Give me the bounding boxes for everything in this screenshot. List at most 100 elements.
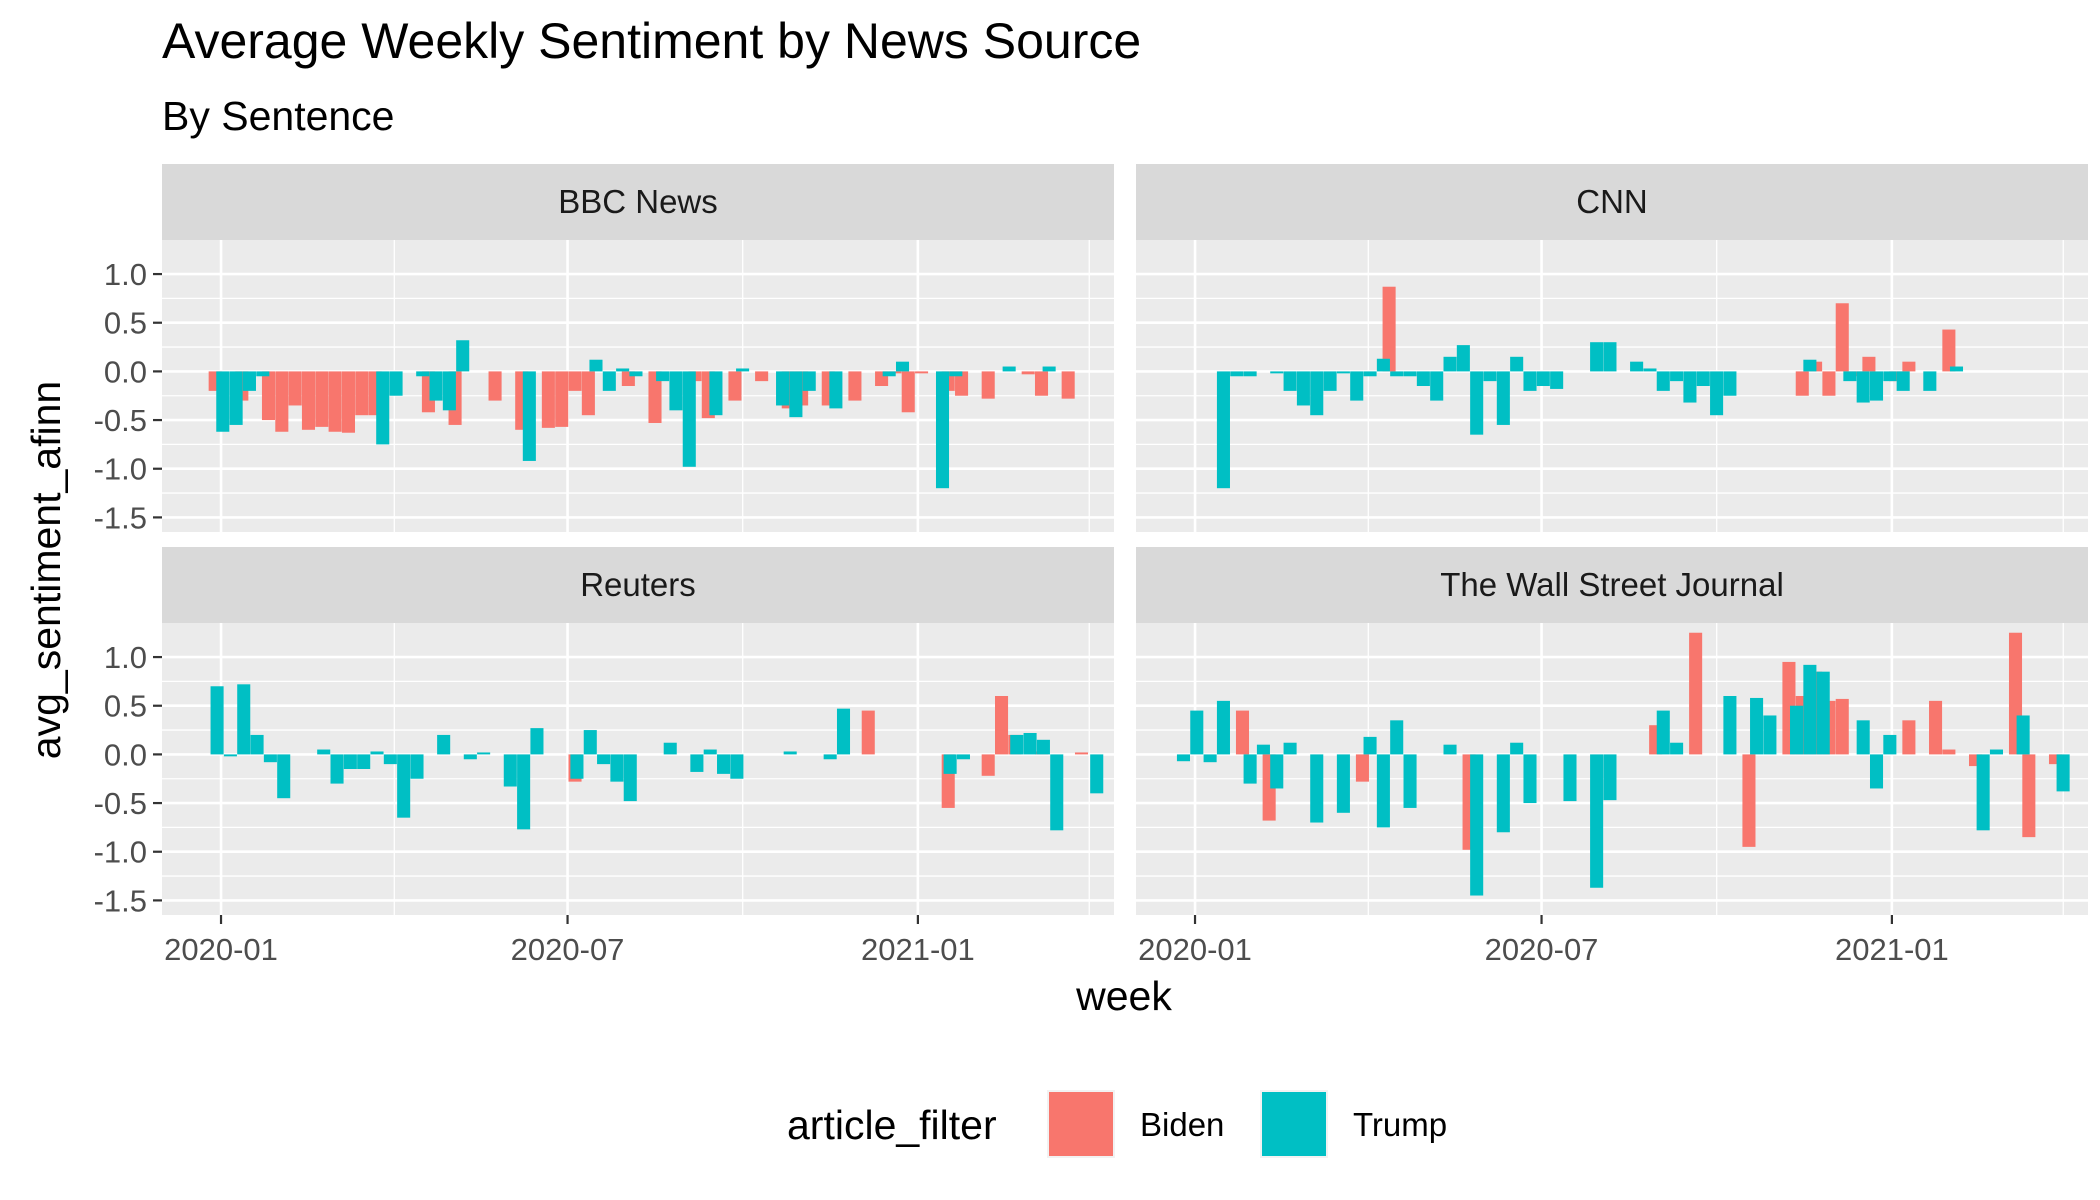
- bar-trump: [1216, 371, 1230, 489]
- bar-biden: [288, 371, 302, 406]
- facet-strip-label: CNN: [1576, 183, 1648, 220]
- bar-biden: [328, 371, 342, 432]
- facet-strip-label: Reuters: [580, 566, 696, 603]
- bar-trump: [829, 371, 843, 409]
- bar-biden: [1835, 698, 1849, 755]
- bar-trump: [456, 340, 470, 372]
- bar-biden: [1822, 371, 1836, 396]
- bar-trump: [1310, 754, 1324, 823]
- bar-trump: [1470, 754, 1484, 896]
- bar-trump: [1190, 710, 1204, 755]
- bar-trump: [1403, 754, 1417, 808]
- legend-label-biden: Biden: [1140, 1106, 1224, 1143]
- bar-trump: [1883, 734, 1897, 755]
- y-tick-label: 1.0: [104, 640, 147, 675]
- bar-trump: [397, 754, 411, 818]
- bar-trump: [1923, 371, 1937, 391]
- x-tick-label: 2020-07: [1485, 932, 1599, 967]
- bar-trump: [935, 371, 950, 489]
- bar-trump: [709, 371, 723, 416]
- bar-trump: [1896, 371, 1910, 391]
- bar-biden: [1795, 371, 1809, 396]
- bar-trump: [383, 754, 397, 765]
- bar-biden: [1355, 754, 1369, 782]
- bar-biden: [1902, 720, 1916, 755]
- bar-biden: [1742, 754, 1756, 847]
- bar-biden: [995, 696, 1009, 755]
- bar-biden: [915, 371, 929, 374]
- bar-trump: [1883, 371, 1897, 382]
- bar-trump: [1456, 345, 1470, 372]
- y-axis-title: avg_sentiment_afinn: [23, 381, 69, 759]
- bar-trump: [1803, 664, 1817, 755]
- bar-trump: [1843, 371, 1857, 382]
- chart-title: Average Weekly Sentiment by News Source: [162, 13, 1141, 69]
- bar-trump: [1376, 754, 1390, 828]
- bar-trump: [229, 371, 243, 425]
- bar-biden: [901, 371, 915, 413]
- bar-trump: [570, 754, 584, 779]
- bar-trump: [1270, 371, 1284, 374]
- bar-trump: [682, 371, 696, 467]
- facet-strip: [1136, 547, 2088, 623]
- bar-trump: [717, 754, 731, 774]
- facet-strip-label: The Wall Street Journal: [1440, 566, 1784, 603]
- bar-trump: [1949, 366, 1964, 372]
- bar-trump: [416, 371, 430, 377]
- bar-trump: [610, 754, 624, 782]
- bar-trump: [1510, 356, 1524, 372]
- bar-trump: [522, 371, 536, 461]
- bar-biden: [2022, 754, 2036, 838]
- facet-bbc-news: BBC News 1.0 0.5 0.0 -0.5 -1.0 -1.5: [94, 164, 1114, 535]
- facet-strip: [162, 547, 1114, 623]
- bar-trump: [389, 371, 403, 396]
- y-tick-label: 0.5: [104, 306, 147, 341]
- bar-biden: [1021, 371, 1035, 375]
- bar-trump: [1563, 754, 1577, 802]
- bar-biden: [1074, 752, 1089, 755]
- bar-biden: [1061, 371, 1075, 399]
- bar-trump: [656, 371, 670, 382]
- bar-trump: [410, 754, 424, 779]
- bar-biden: [1969, 754, 1983, 767]
- legend-title: article_filter: [787, 1102, 997, 1148]
- bar-trump: [437, 734, 451, 755]
- x-tick-label: 2020-07: [511, 932, 625, 967]
- bar-biden: [2048, 754, 2063, 765]
- bar-biden: [981, 754, 995, 776]
- bar-biden: [981, 371, 995, 399]
- y-tick-label: 1.0: [104, 257, 147, 292]
- bar-biden: [861, 710, 875, 755]
- bar-biden: [1835, 303, 1849, 372]
- bar-trump: [669, 371, 683, 411]
- bar-trump: [783, 751, 797, 755]
- y-tick-label: 0.0: [104, 354, 147, 389]
- y-tick-label: 0.5: [104, 689, 147, 724]
- bar-trump: [1590, 342, 1604, 372]
- bar-trump: [1763, 715, 1777, 755]
- bar-biden: [488, 371, 502, 401]
- x-tick-label: 2021-01: [1835, 932, 1949, 967]
- bar-trump: [210, 686, 224, 755]
- bar-biden: [1942, 329, 1956, 372]
- bar-trump: [703, 749, 717, 755]
- bar-trump: [1603, 342, 1617, 372]
- bar-trump: [216, 371, 230, 432]
- bar-trump: [1536, 371, 1550, 386]
- bar-trump: [882, 371, 896, 377]
- bar-trump: [623, 754, 637, 802]
- bar-trump: [1270, 754, 1284, 789]
- y-tick-label: -0.5: [94, 786, 147, 821]
- facet-panels: BBC News 1.0 0.5 0.0 -0.5 -1.0 -1.5 CNN Reuters 1…: [94, 164, 2088, 967]
- bar-trump: [629, 371, 643, 377]
- bar-trump: [1670, 371, 1684, 382]
- bar-trump: [1023, 732, 1037, 755]
- bar-trump: [1042, 366, 1056, 372]
- bar-trump: [1243, 754, 1257, 784]
- legend-swatch-trump: [1262, 1092, 1326, 1156]
- chart-subtitle: By Sentence: [162, 93, 395, 139]
- bar-trump: [429, 371, 443, 401]
- bar-biden: [955, 371, 969, 396]
- legend: article_filter Biden Trump: [787, 1090, 1447, 1158]
